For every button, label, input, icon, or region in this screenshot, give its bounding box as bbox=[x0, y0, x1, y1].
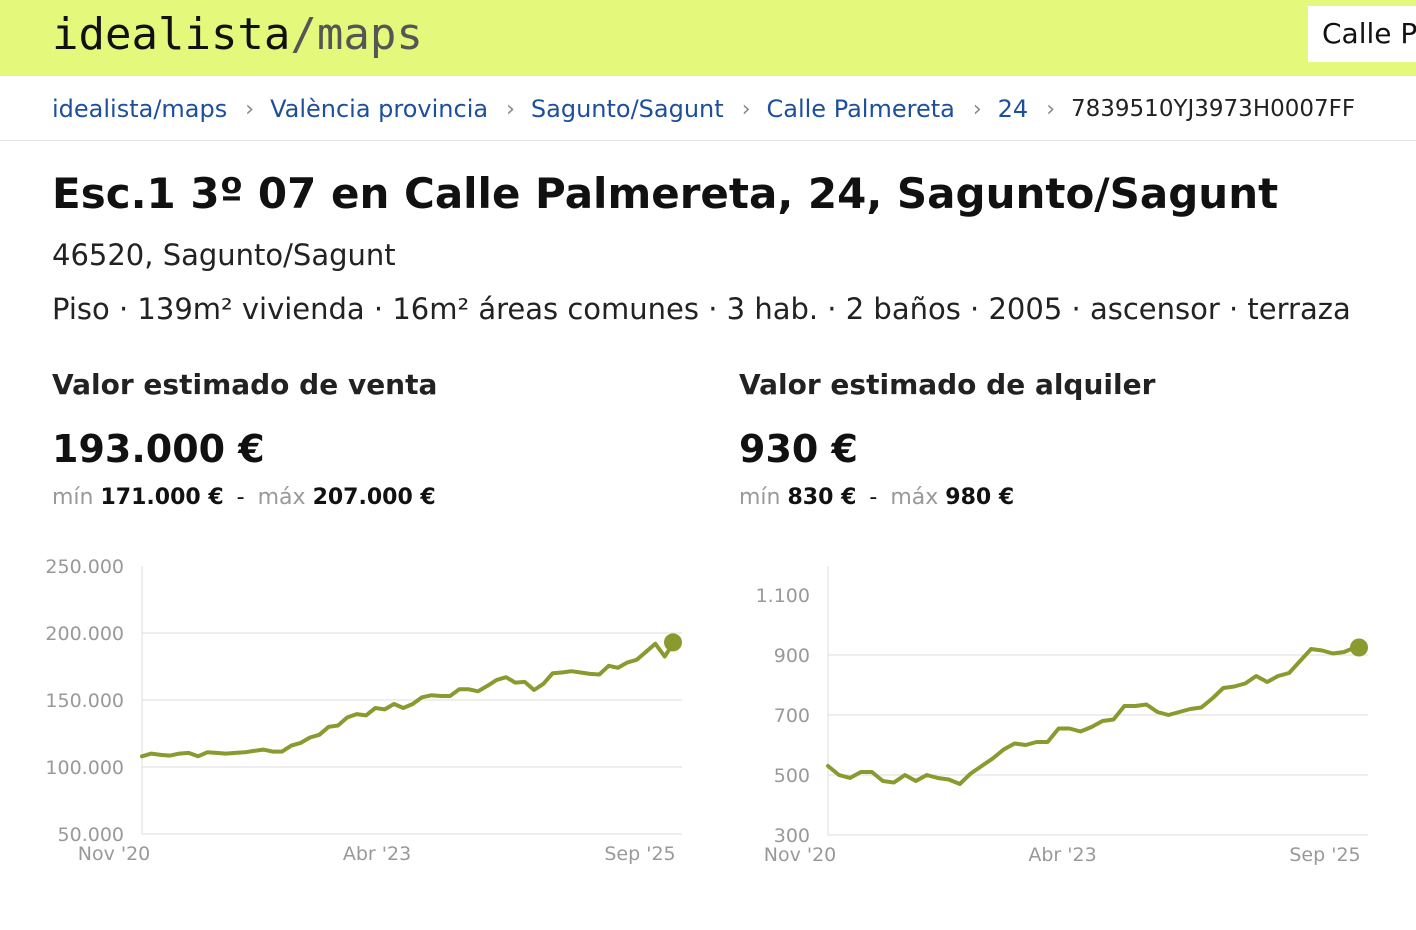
max-value: 980 € bbox=[945, 485, 1015, 510]
y-tick-label: 900 bbox=[774, 645, 810, 667]
chevron-right-icon: › bbox=[1046, 96, 1056, 122]
x-tick-label: Nov '20 bbox=[78, 843, 151, 865]
max-value: 207.000 € bbox=[312, 485, 436, 510]
divider bbox=[0, 140, 1416, 141]
rent-estimate: Valor estimado de alquiler 930 € mín 830… bbox=[739, 368, 1155, 510]
logo-slash: / bbox=[290, 9, 317, 60]
y-tick-label: 200.000 bbox=[45, 623, 124, 645]
max-label: máx bbox=[890, 485, 939, 510]
breadcrumb-link-home[interactable]: idealista/maps bbox=[52, 95, 228, 123]
x-tick-label: Nov '20 bbox=[764, 844, 837, 866]
property-features: Piso · 139m² vivienda · 16m² áreas comun… bbox=[52, 292, 1351, 326]
min-label: mín bbox=[739, 485, 781, 510]
series-line bbox=[826, 645, 1357, 786]
min-value: 171.000 € bbox=[100, 485, 224, 510]
y-tick-label: 150.000 bbox=[45, 690, 124, 712]
y-tick-label: 250.000 bbox=[45, 556, 124, 578]
breadcrumb-current: 7839510YJ3973H0007FF bbox=[1071, 96, 1356, 122]
x-tick-label: Abr '23 bbox=[1028, 844, 1096, 866]
property-address: 46520, Sagunto/Sagunt bbox=[52, 238, 396, 272]
search-input[interactable]: Calle Palmereta bbox=[1308, 6, 1416, 62]
x-tick-label: Sep '25 bbox=[604, 843, 675, 865]
min-value: 830 € bbox=[787, 485, 857, 510]
series-line bbox=[140, 640, 676, 759]
breadcrumb-link-city[interactable]: Sagunto/Sagunt bbox=[530, 95, 724, 123]
breadcrumb: idealista/maps › València provincia › Sa… bbox=[52, 92, 1355, 126]
chevron-right-icon: › bbox=[506, 96, 515, 122]
y-tick-label: 100.000 bbox=[45, 757, 124, 779]
logo-main: idealista bbox=[52, 9, 291, 60]
sale-estimate: Valor estimado de venta 193.000 € mín 17… bbox=[52, 368, 437, 510]
sale-value: 193.000 € bbox=[52, 427, 265, 471]
latest-value-dot bbox=[1350, 638, 1368, 657]
latest-value-dot bbox=[664, 633, 682, 652]
logo-maps: maps bbox=[316, 9, 423, 60]
breadcrumb-link-number[interactable]: 24 bbox=[997, 95, 1029, 123]
chevron-right-icon: › bbox=[245, 96, 255, 122]
min-label: mín bbox=[52, 485, 94, 510]
top-bar: idealista/maps Calle Palmereta bbox=[0, 0, 1416, 76]
idealista-maps-logo[interactable]: idealista/maps bbox=[52, 10, 423, 60]
breadcrumb-link-province[interactable]: València provincia bbox=[270, 95, 489, 123]
x-tick-label: Abr '23 bbox=[343, 843, 411, 865]
rent-value: 930 € bbox=[739, 427, 858, 471]
x-tick-label: Sep '25 bbox=[1289, 844, 1360, 866]
y-tick-label: 300 bbox=[774, 825, 810, 847]
rent-range: mín 830 € - máx 980 € bbox=[739, 485, 1155, 510]
chevron-right-icon: › bbox=[972, 96, 982, 122]
y-tick-label: 50.000 bbox=[58, 824, 124, 846]
chevron-right-icon: › bbox=[741, 96, 751, 122]
sale-title: Valor estimado de venta bbox=[52, 368, 438, 401]
breadcrumb-link-street[interactable]: Calle Palmereta bbox=[766, 95, 955, 123]
max-label: máx bbox=[257, 485, 306, 510]
y-tick-label: 700 bbox=[774, 705, 810, 727]
range-dash: - bbox=[236, 485, 245, 510]
rent-title: Valor estimado de alquiler bbox=[739, 368, 1156, 401]
y-tick-label: 500 bbox=[774, 765, 810, 787]
y-tick-label: 1.100 bbox=[756, 585, 810, 607]
range-dash: - bbox=[869, 485, 878, 510]
sale-range: mín 171.000 € - máx 207.000 € bbox=[52, 485, 437, 510]
page-title: Esc.1 3º 07 en Calle Palmereta, 24, Sagu… bbox=[52, 169, 1279, 218]
